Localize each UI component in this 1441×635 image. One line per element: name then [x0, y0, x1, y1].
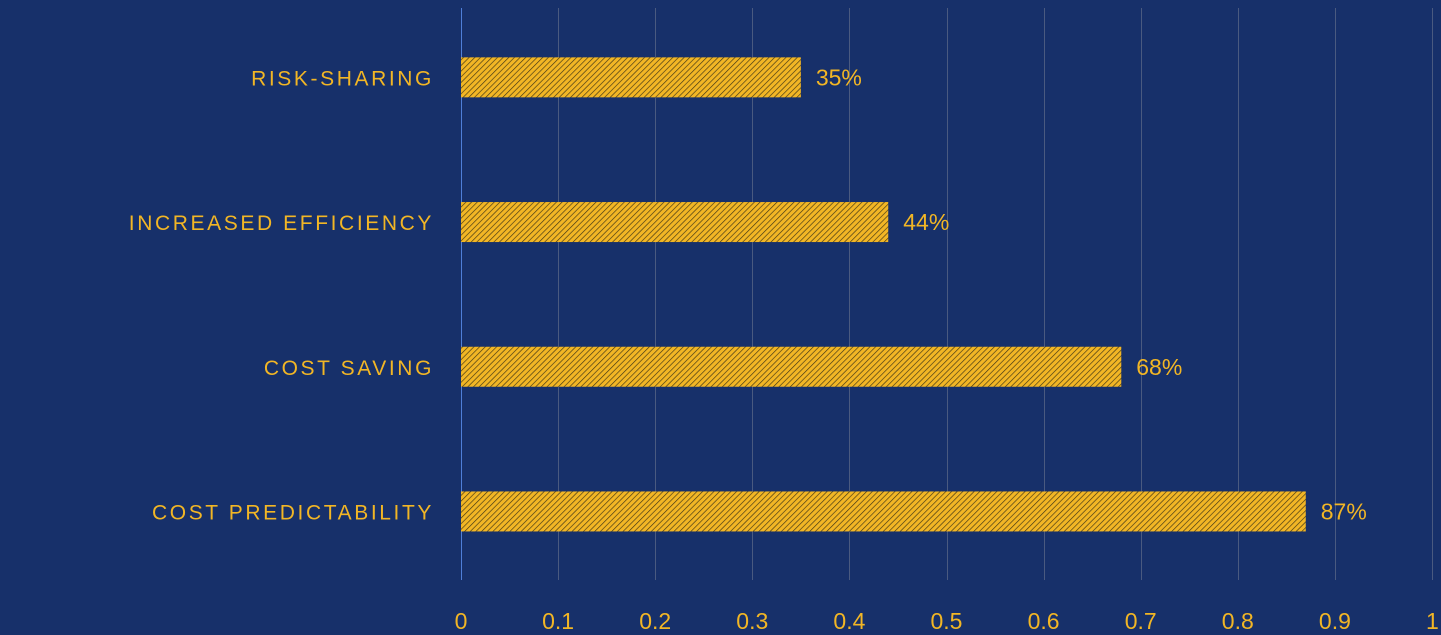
category-label: COST SAVING [264, 357, 434, 380]
data-label: 44% [903, 209, 949, 235]
x-tick-label: 0.5 [931, 608, 963, 634]
data-label: 87% [1321, 498, 1367, 524]
category-label: COST PREDICTABILITY [152, 501, 434, 524]
data-label: 68% [1136, 354, 1182, 380]
bars [461, 57, 1306, 532]
x-tick-label: 0.3 [736, 608, 768, 634]
x-axis-tick-labels: 0 0.1 0.2 0.3 0.4 0.5 0.6 0.7 0.8 0.9 1 [455, 608, 1439, 634]
x-tick-label: 0.2 [639, 608, 671, 634]
x-tick-label: 0 [455, 608, 468, 634]
x-tick-label: 0.9 [1319, 608, 1351, 634]
bar [461, 346, 1122, 387]
x-tick-label: 0.1 [542, 608, 574, 634]
bar [461, 57, 801, 98]
bar [461, 202, 889, 243]
category-labels: RISK-SHARING INCREASED EFFICIENCY COST SAV… [129, 67, 434, 524]
x-tick-label: 0.7 [1125, 608, 1157, 634]
data-labels: 35% 44% 68% 87% [816, 64, 1367, 524]
x-tick-label: 0.4 [833, 608, 865, 634]
x-tick-label: 0.6 [1028, 608, 1060, 634]
gridlines [461, 8, 1433, 580]
data-label: 35% [816, 64, 862, 90]
bar [461, 491, 1306, 532]
category-label: RISK-SHARING [251, 67, 434, 90]
x-tick-label: 1 [1426, 608, 1439, 634]
x-tick-label: 0.8 [1222, 608, 1254, 634]
category-label: INCREASED EFFICIENCY [129, 212, 434, 235]
